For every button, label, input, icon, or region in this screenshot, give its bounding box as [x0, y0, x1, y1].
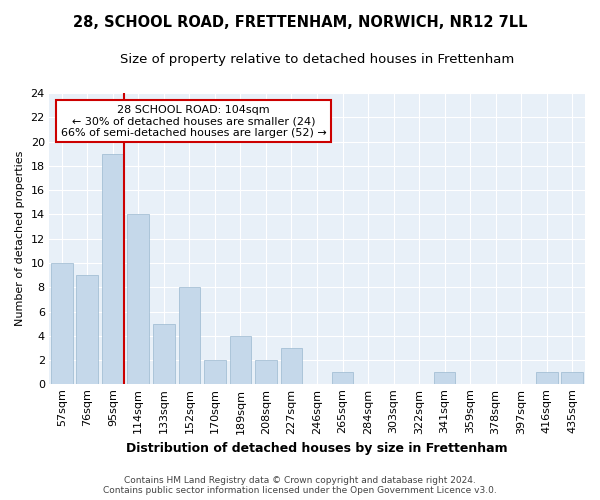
Bar: [204, 360, 226, 384]
Title: Size of property relative to detached houses in Frettenham: Size of property relative to detached ho…: [120, 52, 514, 66]
Text: 28 SCHOOL ROAD: 104sqm
← 30% of detached houses are smaller (24)
66% of semi-det: 28 SCHOOL ROAD: 104sqm ← 30% of detached…: [61, 104, 326, 138]
Bar: [434, 372, 455, 384]
Bar: [153, 324, 175, 384]
X-axis label: Distribution of detached houses by size in Frettenham: Distribution of detached houses by size …: [126, 442, 508, 455]
Bar: [230, 336, 251, 384]
Bar: [76, 275, 98, 384]
Bar: [562, 372, 583, 384]
Bar: [51, 263, 73, 384]
Bar: [281, 348, 302, 385]
Bar: [179, 288, 200, 384]
Text: Contains HM Land Registry data © Crown copyright and database right 2024.
Contai: Contains HM Land Registry data © Crown c…: [103, 476, 497, 495]
Bar: [127, 214, 149, 384]
Bar: [536, 372, 557, 384]
Text: 28, SCHOOL ROAD, FRETTENHAM, NORWICH, NR12 7LL: 28, SCHOOL ROAD, FRETTENHAM, NORWICH, NR…: [73, 15, 527, 30]
Bar: [332, 372, 353, 384]
Bar: [255, 360, 277, 384]
Bar: [102, 154, 124, 384]
Y-axis label: Number of detached properties: Number of detached properties: [15, 151, 25, 326]
